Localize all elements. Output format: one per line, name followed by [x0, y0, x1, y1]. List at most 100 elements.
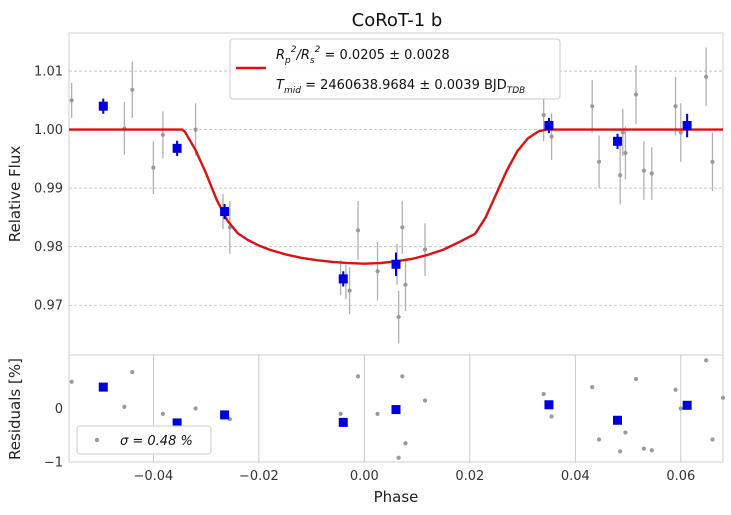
residual-raw-point: [549, 414, 554, 419]
residual-raw-point: [400, 374, 405, 379]
residual-raw-point: [541, 391, 546, 397]
tmid-value: = 2460638.9684 ± 0.0039 BJD: [301, 78, 507, 93]
residual-raw-point: [720, 395, 726, 400]
raw-point: [618, 173, 623, 178]
raw-point: [549, 134, 554, 139]
residual-raw-point: [710, 437, 715, 442]
residual-binned-point: [613, 415, 623, 425]
residual-binned-point: [391, 405, 401, 415]
raw-point: [641, 168, 646, 173]
residuals-panel: −1 0 −0.04 −0.02 0.00 0.02 0.04 0.06 Residuals…: [6, 354, 726, 506]
residual-raw-point: [130, 370, 135, 375]
residual-raw-point: [355, 374, 361, 379]
residual-binned-point: [682, 400, 692, 410]
flux-y-tick-label: 0.98: [34, 240, 63, 255]
sigma-legend-marker: [94, 437, 100, 443]
raw-point: [160, 132, 165, 137]
raw-point: [400, 225, 405, 230]
residuals-y-ticks: −1 0: [44, 402, 63, 471]
raw-point: [710, 159, 715, 164]
residuals-binned-points: [98, 382, 692, 428]
residual-raw-point: [641, 446, 646, 451]
phase-x-tick-label: 0.02: [455, 469, 484, 484]
flux-y-tick-label: 1.01: [34, 65, 63, 80]
raw-point: [620, 130, 625, 135]
phase-x-tick-label: 0.00: [350, 469, 379, 484]
sigma-legend: σ = 0.48 %: [76, 425, 212, 455]
raw-point: [422, 247, 428, 252]
flux-y-tick-label: 0.99: [34, 182, 63, 197]
model-legend-box: [229, 38, 561, 100]
phase-x-tick-label: 0.06: [666, 469, 695, 484]
residual-raw-point: [122, 404, 127, 409]
binned-point: [391, 259, 401, 269]
residual-raw-point: [396, 455, 401, 460]
residuals-y-tick-label: −1: [44, 456, 63, 471]
raw-point: [590, 104, 595, 109]
raw-point: [704, 74, 709, 80]
raw-point: [347, 288, 352, 293]
residual-raw-point: [649, 448, 654, 453]
binned-point: [682, 121, 692, 131]
residual-raw-point: [403, 441, 408, 446]
raw-point: [596, 159, 602, 164]
raw-point: [678, 130, 683, 135]
residual-binned-point: [172, 418, 182, 428]
raw-point: [396, 314, 401, 320]
raw-point: [130, 87, 135, 92]
residual-raw-point: [590, 385, 595, 390]
binned-point: [613, 136, 623, 146]
phase-x-ticks: −0.04 −0.02 0.00 0.02 0.04 0.06: [133, 469, 695, 484]
flux-panel: CoRoT-1 b 0.97 0.98 0.99 1.00 1.01 Relative …: [6, 10, 724, 356]
residuals-axis-label: Residuals [%]: [6, 358, 24, 460]
residual-raw-point: [69, 379, 74, 384]
residuals-raw-points: [69, 358, 726, 460]
residual-raw-point: [678, 406, 683, 411]
flux-y-ticks: 0.97 0.98 0.99 1.00 1.01: [34, 65, 63, 314]
residual-raw-point: [623, 430, 628, 435]
raw-point: [151, 165, 156, 170]
residual-binned-point: [98, 382, 108, 392]
residual-raw-point: [704, 358, 709, 363]
phase-x-tick-label: −0.02: [239, 469, 279, 484]
chart-title: CoRoT-1 b: [352, 10, 443, 31]
residual-binned-point: [338, 417, 348, 427]
sigma-legend-box: [76, 425, 212, 455]
raw-point: [375, 269, 380, 274]
binned-point: [220, 207, 230, 217]
raw-point: [649, 171, 654, 176]
flux-y-tick-label: 1.00: [34, 123, 63, 138]
raw-point: [403, 282, 408, 287]
residual-raw-point: [596, 437, 602, 442]
phase-x-tick-label: −0.04: [133, 469, 173, 484]
raw-point: [673, 104, 678, 109]
transit-model: [69, 128, 723, 265]
raw-point: [355, 228, 361, 233]
residual-raw-point: [618, 449, 623, 454]
phase-x-tick-label: 0.04: [561, 469, 590, 484]
model-legend: Rp2/Rs2 = 0.0205 ± 0.0028 Tmid = 2460638…: [229, 38, 561, 100]
residual-raw-point: [193, 406, 198, 411]
binned-point: [544, 121, 554, 131]
sigma-legend-text: σ = 0.48 %: [120, 434, 193, 449]
residual-raw-point: [338, 411, 343, 416]
flux-binned-points: [98, 98, 692, 287]
raw-point: [623, 150, 628, 156]
tmid-legend-text: Tmid = 2460638.9684 ± 0.0039 BJDTDB: [276, 78, 525, 96]
raw-point: [69, 98, 74, 103]
residual-binned-point: [220, 410, 230, 420]
residual-raw-point: [160, 411, 165, 416]
raw-point: [541, 112, 546, 118]
raw-point: [193, 127, 198, 132]
residual-raw-point: [375, 411, 380, 416]
binned-point: [172, 143, 182, 153]
residuals-y-tick-label: 0: [55, 402, 63, 417]
phase-axis-label: Phase: [374, 488, 419, 506]
binned-point: [338, 274, 348, 284]
model-curve: [69, 128, 723, 265]
flux-y-tick-label: 0.97: [34, 299, 63, 314]
residual-binned-point: [544, 400, 554, 410]
residual-raw-point: [633, 376, 639, 382]
flux-axis-label: Relative Flux: [6, 146, 24, 243]
